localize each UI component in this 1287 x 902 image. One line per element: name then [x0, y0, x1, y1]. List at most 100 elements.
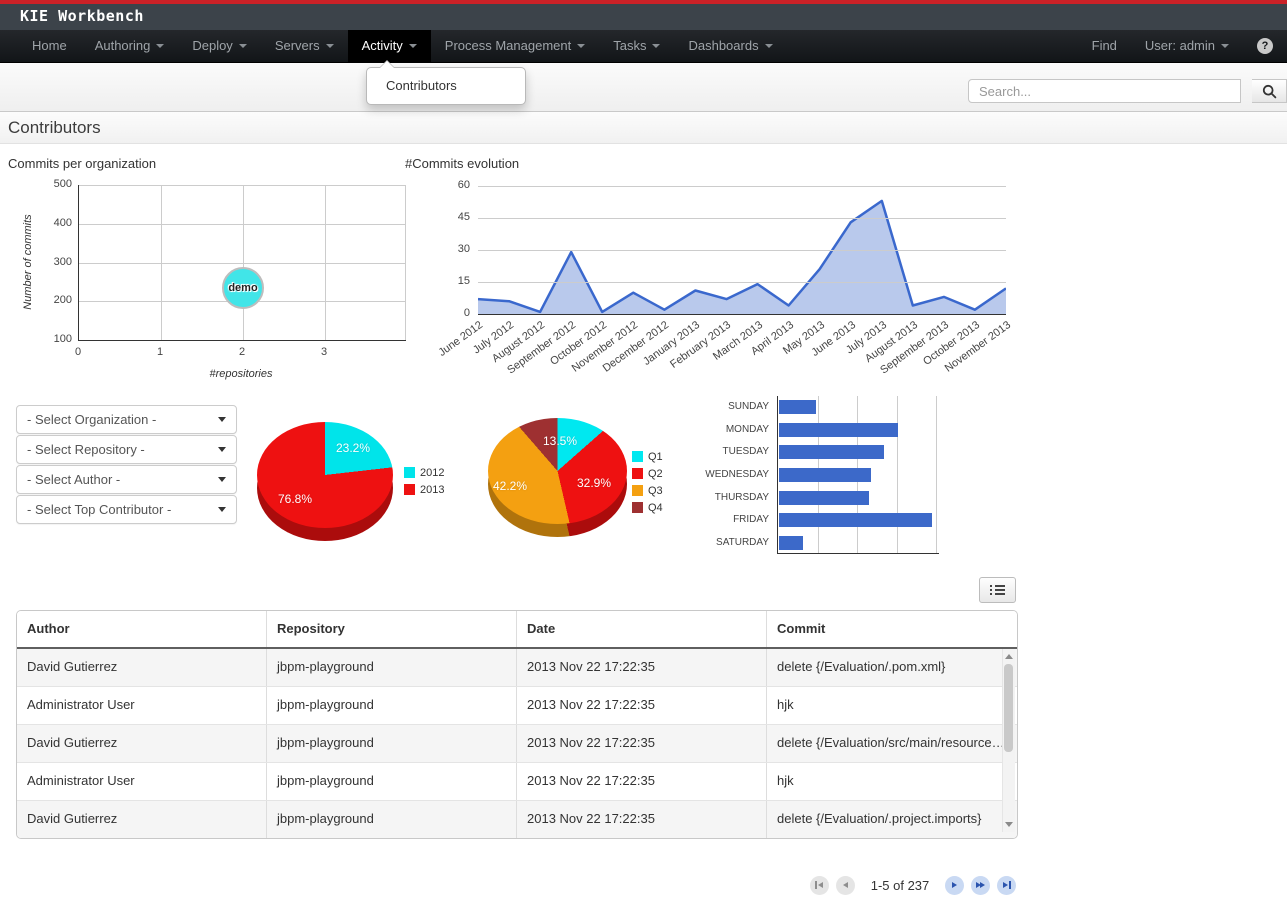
pie-face	[257, 422, 393, 528]
table-row[interactable]: David Gutierrez jbpm-playground 2013 Nov 2…	[17, 800, 1017, 838]
chevron-down-icon	[652, 44, 661, 48]
nav-item-label: Authoring	[94, 38, 151, 53]
bar-thursday[interactable]	[779, 490, 869, 505]
area-series	[477, 199, 1007, 314]
table-header: Author Repository Date Commit	[17, 611, 1017, 649]
next-page-button[interactable]	[945, 875, 965, 895]
nav-item-process-management[interactable]: Process Management	[431, 30, 599, 62]
chevron-down-icon	[408, 44, 417, 48]
first-page-button[interactable]	[809, 875, 829, 895]
select-select-top-contributor[interactable]: - Select Top Contributor -	[16, 495, 237, 524]
legend-swatch	[632, 468, 643, 479]
nav-item-label: Servers	[274, 38, 320, 53]
table-row[interactable]: Administrator User jbpm-playground 2013 No…	[17, 762, 1017, 800]
table-scrollbar[interactable]	[1002, 649, 1015, 832]
table-cell: Administrator User	[17, 763, 267, 800]
chevron-down-icon	[218, 447, 226, 452]
search-input[interactable]	[968, 79, 1241, 103]
chevron-down-icon	[764, 44, 773, 48]
table-row[interactable]: David Gutierrez jbpm-playground 2013 Nov 2…	[17, 649, 1017, 686]
bar-category-label: FRIDAY	[733, 514, 769, 526]
years-pie-chart	[257, 422, 393, 542]
last-page-button[interactable]	[997, 875, 1017, 895]
column-header-date[interactable]: Date	[517, 611, 767, 647]
x-tick-label: 0	[74, 346, 82, 358]
evolution-chart	[477, 186, 1007, 315]
help-icon[interactable]: ?	[1257, 38, 1273, 54]
chevron-down-icon	[1221, 44, 1229, 48]
main-navbar: Home Authoring Deploy Servers Activity Proces…	[0, 30, 1287, 63]
app-titlebar: KIE Workbench	[0, 4, 1287, 30]
bubble-chart-title: Commits per organization	[8, 156, 157, 171]
table-cell: David Gutierrez	[17, 649, 267, 686]
table-row[interactable]: Administrator User jbpm-playground 2013 No…	[17, 686, 1017, 724]
select-select-repository[interactable]: - Select Repository -	[16, 435, 237, 464]
app-title: KIE Workbench	[20, 7, 144, 25]
scroll-up-icon[interactable]	[1005, 654, 1013, 659]
y-tick-label: 0	[463, 307, 470, 319]
nav-item-label: Activity	[361, 38, 403, 53]
nav-item-deploy[interactable]: Deploy	[178, 30, 260, 62]
column-header-author[interactable]: Author	[17, 611, 267, 647]
quarters-pie-chart	[488, 418, 627, 539]
menu-item-contributors[interactable]: Contributors	[386, 78, 457, 93]
nav-item-authoring[interactable]: Authoring	[81, 30, 179, 62]
evolution-chart-title: #Commits evolution	[405, 156, 520, 171]
table-cell: delete {/Evaluation/.project.imports}	[777, 811, 982, 826]
nav-item-home[interactable]: Home	[18, 30, 81, 62]
table-cell: jbpm-playground	[267, 725, 517, 762]
y-tick-label: 30	[457, 243, 470, 255]
chevron-down-icon	[218, 507, 226, 512]
nav-item-find[interactable]: Find	[1078, 30, 1131, 62]
gridline	[325, 185, 326, 340]
quarters-legend: Q1 Q2 Q3 Q4	[632, 448, 663, 516]
chevron-down-icon	[218, 477, 226, 482]
y-tick-label: 100	[53, 333, 72, 345]
table-cell: David Gutierrez	[17, 801, 267, 838]
legend-swatch	[404, 467, 415, 478]
select-select-author[interactable]: - Select Author -	[16, 465, 237, 494]
bar-tuesday[interactable]	[779, 445, 885, 460]
gridline	[897, 396, 898, 553]
nav-item-tasks[interactable]: Tasks	[599, 30, 674, 62]
gridline	[79, 223, 406, 225]
nav-item-label: Dashboards	[688, 38, 759, 53]
previous-page-button[interactable]	[835, 875, 855, 895]
table-cell: delete {/Evaluation/src/main/resource…	[777, 735, 1005, 750]
bubble-y-axis-label: Number of commits	[22, 214, 34, 310]
bubble-demo[interactable]: demo	[222, 266, 264, 309]
pie-slice-label: 42.2%	[492, 479, 528, 493]
column-header-repository[interactable]: Repository	[267, 611, 517, 647]
nav-item-activity[interactable]: Activity	[347, 30, 431, 62]
user-label: User: admin	[1144, 38, 1215, 53]
bar-saturday[interactable]	[779, 536, 803, 551]
top-accent-bar	[0, 0, 1287, 4]
nav-item-servers[interactable]: Servers	[261, 30, 348, 62]
search-button[interactable]	[1252, 79, 1287, 103]
bar-sunday[interactable]	[779, 400, 816, 414]
select-value: - Select Author -	[27, 472, 121, 487]
nav-item-dashboards[interactable]: Dashboards	[674, 30, 786, 62]
column-header-commit[interactable]: Commit	[777, 621, 826, 636]
pie-slice-label: 76.8%	[277, 492, 313, 506]
legend-label: Q1	[648, 450, 663, 463]
bar-wednesday[interactable]	[779, 468, 872, 482]
nav-item-user[interactable]: User: admin	[1131, 30, 1243, 62]
table-view-button[interactable]	[979, 577, 1016, 603]
bar-monday[interactable]	[779, 422, 898, 437]
pagination-label: 1-5 of 237	[870, 877, 930, 893]
legend-item: 2013	[404, 481, 444, 498]
table-row[interactable]: David Gutierrez jbpm-playground 2013 Nov 2…	[17, 724, 1017, 762]
nav-right: Find User: admin ?	[1078, 30, 1279, 62]
bar-friday[interactable]	[779, 513, 932, 528]
select-select-organization[interactable]: - Select Organization -	[16, 405, 237, 434]
table-cell: 2013 Nov 22 17:22:35	[517, 801, 767, 838]
chevron-down-icon	[218, 417, 226, 422]
search-band	[0, 63, 1287, 112]
fast-forward-button[interactable]	[971, 875, 991, 895]
scrollbar-thumb[interactable]	[1004, 664, 1013, 752]
scroll-down-icon[interactable]	[1005, 822, 1013, 827]
select-value: - Select Organization -	[27, 412, 157, 427]
gridline	[161, 185, 162, 340]
